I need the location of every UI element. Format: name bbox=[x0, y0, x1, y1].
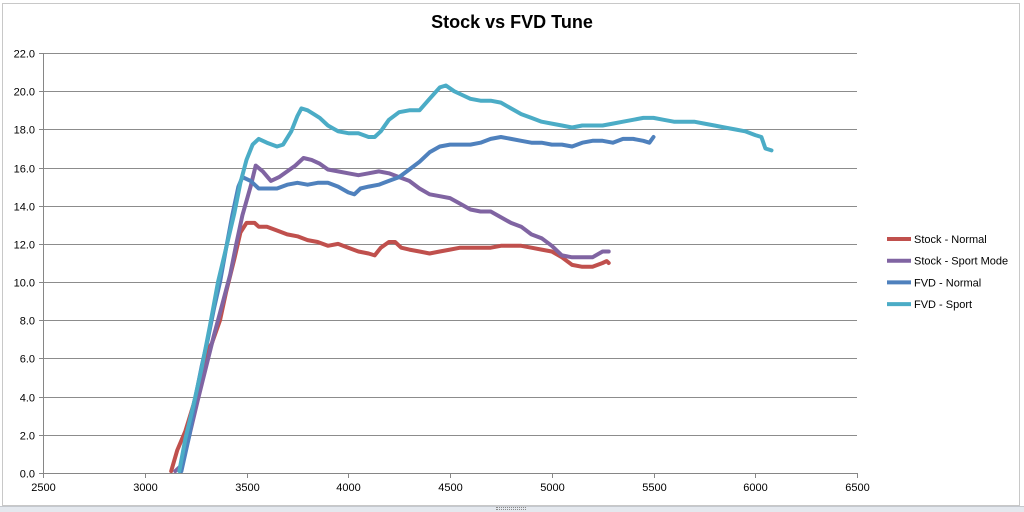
x-tick-label-4: 4500 bbox=[438, 482, 462, 494]
chart-title: Stock vs FVD Tune bbox=[431, 12, 593, 32]
y-tick-label-4: 8.0 bbox=[20, 316, 35, 328]
axes bbox=[39, 53, 858, 478]
legend-label-fvd-normal: FVD - Normal bbox=[914, 277, 981, 289]
y-tick-label-8: 16.0 bbox=[14, 164, 35, 176]
series-line-fvd-sport bbox=[177, 83, 774, 474]
gridlines bbox=[43, 53, 857, 436]
y-tick-label-9: 18.0 bbox=[14, 125, 35, 137]
y-tick-label-10: 20.0 bbox=[14, 87, 35, 99]
chart-area bbox=[2, 3, 1020, 506]
y-tick-label-6: 12.0 bbox=[14, 240, 35, 252]
x-tick-label-5: 5000 bbox=[540, 482, 564, 494]
x-tick-label-3: 4000 bbox=[336, 482, 360, 494]
x-tick-label-1: 3000 bbox=[133, 482, 157, 494]
legend-label-stock-normal: Stock - Normal bbox=[914, 234, 987, 246]
y-tick-label-3: 6.0 bbox=[20, 354, 35, 366]
y-tick-label-0: 0.0 bbox=[20, 469, 35, 481]
legend-label-fvd-sport: FVD - Sport bbox=[914, 299, 972, 311]
legend: Stock - Normal Stock - Sport Mode FVD - No… bbox=[887, 234, 1008, 311]
y-tick-label-1: 2.0 bbox=[20, 431, 35, 443]
legend-label-stock-sport-mode: Stock - Sport Mode bbox=[914, 256, 1008, 268]
x-tick-label-7: 6000 bbox=[743, 482, 767, 494]
series-lines bbox=[169, 83, 774, 474]
x-tick-label-2: 3500 bbox=[235, 482, 259, 494]
x-tick-label-0: 2500 bbox=[31, 482, 55, 494]
y-tick-label-2: 4.0 bbox=[20, 393, 35, 405]
tick-labels: 0.0 2.0 4.0 6.0 8.0 10.0 12.0 14.0 16.0 18.0 20.0 2… bbox=[14, 49, 870, 495]
resize-grip[interactable] bbox=[496, 507, 526, 510]
series-line-stock-sport-mode bbox=[173, 156, 611, 474]
x-tick-label-6: 5500 bbox=[642, 482, 666, 494]
y-tick-label-11: 22.0 bbox=[14, 49, 35, 61]
x-tick-label-8: 6500 bbox=[845, 482, 869, 494]
series-line-stock-normal bbox=[169, 220, 611, 474]
y-tick-label-5: 10.0 bbox=[14, 278, 35, 290]
y-tick-label-7: 14.0 bbox=[14, 202, 35, 214]
